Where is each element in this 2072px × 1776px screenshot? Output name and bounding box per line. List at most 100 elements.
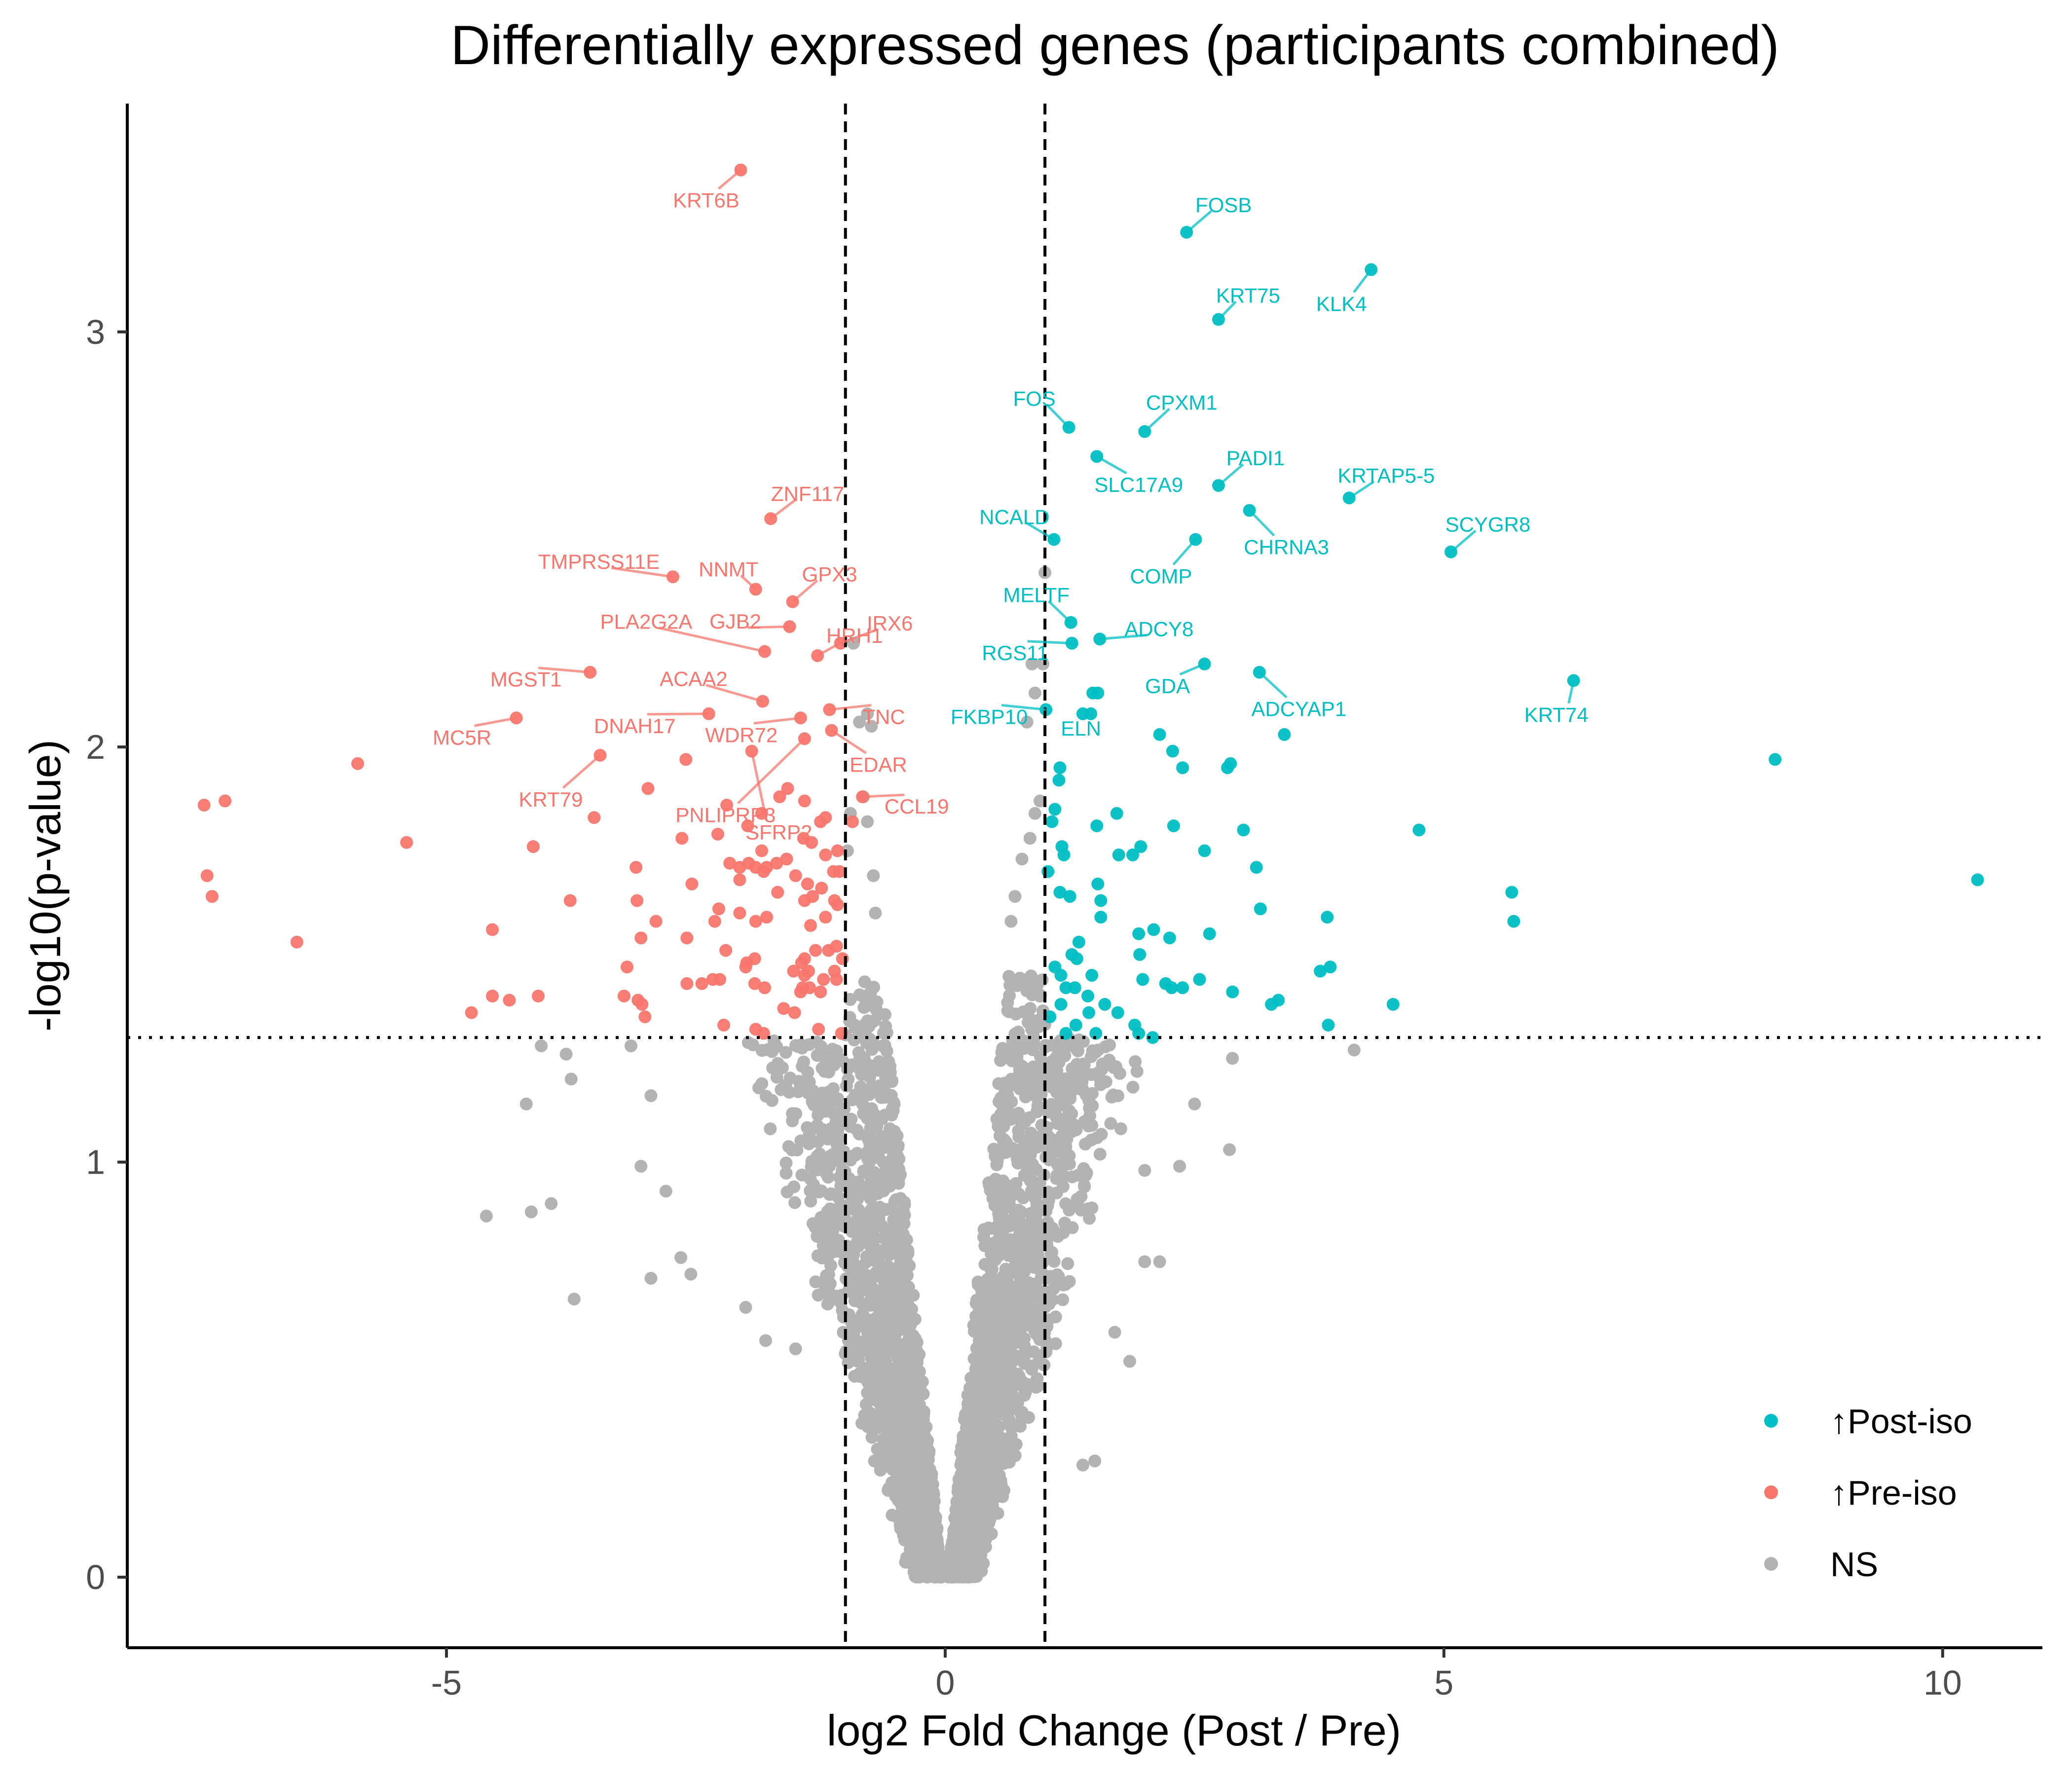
ns-point xyxy=(929,1557,942,1570)
gene-label-leader xyxy=(753,716,801,725)
ns-point xyxy=(1129,1055,1142,1068)
pre-iso-point xyxy=(801,877,814,890)
pre-iso-point xyxy=(638,1010,652,1024)
ns-point xyxy=(894,1168,907,1182)
ns-point xyxy=(865,1431,879,1444)
post-iso-point xyxy=(1043,1010,1057,1024)
gene-label-leader xyxy=(1001,703,1046,711)
legend-label: ↑Post-iso xyxy=(1830,1402,1972,1441)
ns-point xyxy=(1024,1002,1037,1015)
ns-point xyxy=(976,1361,989,1374)
gene-label-leader xyxy=(816,640,843,657)
ns-point xyxy=(674,1251,688,1264)
ns-point xyxy=(847,1245,860,1258)
pre-iso-point xyxy=(630,894,644,907)
post-iso-point xyxy=(1226,985,1239,999)
ns-point xyxy=(1093,1147,1107,1161)
x-tick-label: 10 xyxy=(1924,1664,1962,1702)
ns-point xyxy=(866,1061,880,1074)
post-iso-point xyxy=(1090,819,1104,833)
ns-point xyxy=(831,1125,844,1138)
ns-point xyxy=(1076,1458,1089,1472)
ns-point xyxy=(989,1446,1002,1460)
ns-point xyxy=(894,1207,907,1221)
ns-point xyxy=(782,1140,795,1153)
ns-point xyxy=(559,1047,573,1061)
ns-point xyxy=(908,1366,921,1379)
gene-label-leader xyxy=(1026,522,1055,541)
ns-point xyxy=(1074,1190,1088,1203)
ns-point xyxy=(1031,979,1044,992)
ns-point xyxy=(892,1348,905,1362)
ns-point xyxy=(979,1311,993,1324)
ns-point xyxy=(1092,1043,1105,1057)
ns-point xyxy=(969,1383,983,1396)
pre-iso-point xyxy=(200,869,214,882)
ns-point xyxy=(1066,1063,1079,1076)
ns-point xyxy=(1025,1362,1038,1375)
pre-iso-point xyxy=(758,981,771,995)
pre-iso-point xyxy=(798,794,811,808)
ns-point xyxy=(1030,1080,1043,1094)
post-iso-point xyxy=(1110,807,1123,820)
x-tick-label: 0 xyxy=(935,1664,955,1702)
pre-iso-point xyxy=(205,890,219,903)
ns-point xyxy=(815,1049,828,1062)
ns-point xyxy=(975,1284,988,1297)
pre-iso-point xyxy=(708,915,721,928)
post-iso-point xyxy=(1089,1027,1103,1040)
ns-point xyxy=(816,1239,830,1252)
ns-point xyxy=(884,1240,897,1253)
post-iso-point xyxy=(1091,686,1105,700)
ns-point xyxy=(918,1520,931,1533)
gene-label-leader xyxy=(1047,600,1072,624)
ns-point xyxy=(848,1034,861,1046)
ns-point xyxy=(900,1459,914,1472)
post-iso-point xyxy=(1250,861,1263,874)
post-iso-point xyxy=(1072,935,1085,949)
ns-point xyxy=(889,1313,902,1327)
ns-point xyxy=(1008,890,1022,903)
ns-point xyxy=(1028,807,1041,820)
ns-point xyxy=(827,1082,840,1095)
ns-point xyxy=(914,1499,927,1513)
ns-point xyxy=(779,1078,792,1092)
post-iso-point xyxy=(1126,848,1140,861)
post-iso-point xyxy=(1203,927,1216,940)
gene-label: SFRP2 xyxy=(745,821,812,844)
pre-iso-point xyxy=(486,990,499,1003)
post-iso-point xyxy=(1053,886,1067,899)
ns-point xyxy=(899,1299,912,1313)
pre-iso-point xyxy=(804,919,817,932)
ns-point xyxy=(764,1122,777,1136)
pre-iso-point xyxy=(819,911,832,924)
pre-iso-point xyxy=(787,964,800,978)
post-iso-point xyxy=(1076,707,1089,720)
post-iso-point xyxy=(1054,968,1068,982)
post-iso-point xyxy=(1132,927,1146,940)
ns-point xyxy=(900,1233,913,1247)
pre-iso-point xyxy=(781,782,794,795)
ns-point xyxy=(916,1477,929,1490)
ns-points-layer xyxy=(480,566,1361,1584)
ns-point xyxy=(1017,1320,1030,1333)
post-iso-point xyxy=(1091,877,1105,890)
ns-point xyxy=(1153,1255,1166,1268)
ns-point xyxy=(993,1095,1005,1109)
post-iso-point xyxy=(1133,948,1147,961)
ns-point xyxy=(1031,1014,1044,1027)
ns-point xyxy=(874,1404,888,1417)
ns-point xyxy=(956,1570,969,1584)
ns-point xyxy=(1044,1247,1058,1260)
ns-point xyxy=(990,1158,1003,1171)
ns-point xyxy=(1107,1061,1120,1074)
ns-point xyxy=(865,720,878,733)
ns-point xyxy=(892,1484,905,1497)
gene-label: PNLIPRP3 xyxy=(675,803,776,826)
ns-point xyxy=(890,1129,904,1143)
gene-label-leader xyxy=(831,729,867,754)
ns-point xyxy=(898,1273,911,1286)
gene-label-leader xyxy=(1096,455,1127,475)
ns-point xyxy=(923,1499,936,1512)
ns-point xyxy=(985,1276,998,1289)
